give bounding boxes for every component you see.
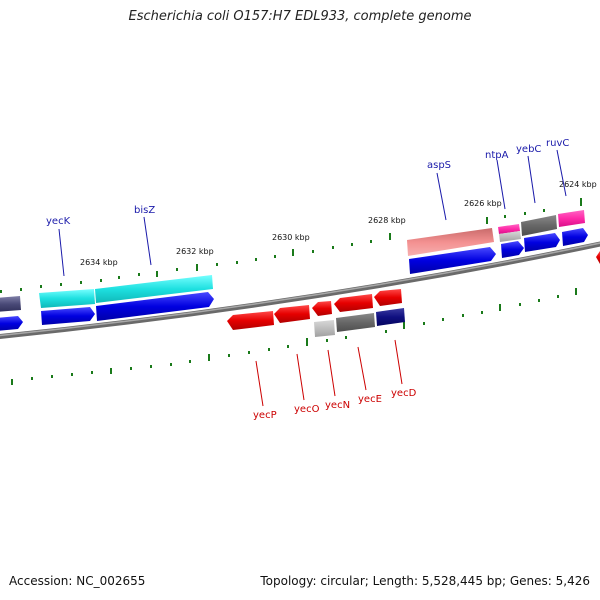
tick-label: 2624 kbp bbox=[559, 180, 597, 189]
tick-label: 2630 kbp bbox=[272, 233, 310, 242]
tick-labels: 2624 kbp 2626 kbp 2628 kbp 2630 kbp 2632… bbox=[80, 180, 597, 267]
cds-arrow[interactable] bbox=[334, 294, 373, 312]
gene-label-aspS[interactable]: aspS bbox=[427, 160, 451, 171]
gene-feature-aspS[interactable] bbox=[407, 228, 494, 256]
tick-label: 2626 kbp bbox=[464, 199, 502, 208]
gene-label-yecN[interactable]: yecN bbox=[325, 400, 350, 411]
cds-arrow[interactable] bbox=[501, 241, 524, 258]
gene-feature-yecE[interactable] bbox=[336, 313, 375, 332]
bottom-leader-lines bbox=[255, 339, 403, 407]
gene-feature-yecK[interactable] bbox=[39, 289, 95, 308]
reverse-cds-track bbox=[227, 250, 600, 330]
tick-label: 2628 kbp bbox=[368, 216, 406, 225]
gene-label-bisZ[interactable]: bisZ bbox=[134, 205, 155, 216]
gene-feature[interactable] bbox=[0, 296, 21, 312]
cds-arrow[interactable] bbox=[562, 228, 588, 246]
gene-feature-yecN[interactable] bbox=[314, 320, 335, 337]
cds-arrow[interactable] bbox=[96, 292, 214, 321]
cds-arrow[interactable] bbox=[41, 307, 95, 325]
gene-feature[interactable] bbox=[498, 224, 520, 234]
top-leader-lines bbox=[58, 149, 567, 277]
bottom-gene-labels: yecD yecE yecN yecO yecP bbox=[253, 388, 417, 421]
gene-feature-yebC[interactable] bbox=[521, 215, 557, 236]
cds-arrow[interactable] bbox=[227, 311, 274, 330]
map-title: Escherichia coli O157:H7 EDL933, complet… bbox=[128, 9, 472, 24]
cds-arrow[interactable] bbox=[374, 289, 402, 306]
gene-label-yecK[interactable]: yecK bbox=[46, 216, 71, 227]
gene-label-ruvC[interactable]: ruvC bbox=[546, 138, 569, 149]
tick-label: 2632 kbp bbox=[176, 247, 214, 256]
gene-feature-ntpA[interactable] bbox=[499, 231, 521, 242]
tick-track-outer bbox=[0, 198, 582, 293]
gene-label-yecP[interactable]: yecP bbox=[253, 410, 277, 421]
gene-feature-yecD[interactable] bbox=[376, 308, 405, 326]
gene-label-ntpA[interactable]: ntpA bbox=[485, 150, 509, 161]
reverse-cog-track bbox=[314, 308, 405, 337]
gene-label-yecD[interactable]: yecD bbox=[391, 388, 417, 399]
cds-arrow[interactable] bbox=[312, 301, 332, 316]
gene-feature-bisZ[interactable] bbox=[95, 275, 213, 303]
top-gene-labels: ruvC yebC ntpA aspS bisZ yecK bbox=[46, 138, 569, 227]
cds-arrow[interactable] bbox=[524, 233, 560, 252]
cds-arrow[interactable] bbox=[274, 305, 310, 323]
gene-label-yecE[interactable]: yecE bbox=[358, 394, 382, 405]
cds-arrow[interactable] bbox=[409, 247, 496, 274]
cds-arrow[interactable] bbox=[596, 250, 600, 264]
cds-arrow[interactable] bbox=[0, 316, 23, 331]
forward-cog-track bbox=[0, 210, 585, 312]
tick-label: 2634 kbp bbox=[80, 258, 118, 267]
topology-text: Topology: circular; Length: 5,528,445 bp… bbox=[260, 574, 590, 588]
forward-cds-track bbox=[0, 228, 588, 331]
gene-label-yecO[interactable]: yecO bbox=[294, 404, 320, 415]
genome-backbone bbox=[0, 241, 600, 339]
tick-track-inner bbox=[11, 288, 577, 385]
gene-feature-ruvC[interactable] bbox=[558, 210, 585, 227]
gene-label-yebC[interactable]: yebC bbox=[516, 144, 541, 155]
accession-text: Accession: NC_002655 bbox=[9, 574, 146, 588]
